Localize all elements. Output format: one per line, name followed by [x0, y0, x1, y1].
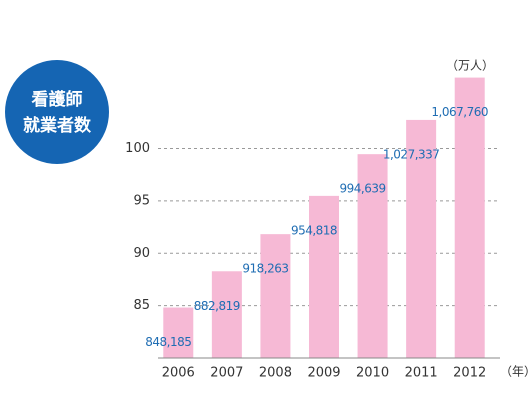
y-tick-label: 100: [125, 141, 150, 156]
chart-title: 看護師: [31, 89, 83, 110]
data-label: 848,185: [145, 335, 191, 349]
bar: [163, 307, 194, 358]
data-label: 1,067,760: [431, 105, 488, 119]
data-label: 954,818: [291, 223, 337, 237]
bar: [211, 271, 242, 358]
data-label: 882,819: [194, 299, 240, 313]
title-badge: [5, 60, 109, 164]
bar: [406, 119, 437, 358]
bar: [260, 234, 291, 358]
x-tick-label: 2012: [453, 366, 486, 381]
chart-title: 就業者数: [23, 115, 92, 136]
bar: [454, 77, 485, 359]
bar: [309, 195, 339, 358]
y-tick-label: 85: [133, 298, 150, 313]
data-label: 918,263: [242, 262, 288, 276]
x-tick-label: 2006: [162, 366, 195, 381]
y-unit: （万人）: [446, 59, 494, 73]
x-tick-label: 2008: [259, 366, 292, 381]
y-tick-label: 95: [133, 193, 150, 208]
data-label: 1,027,337: [383, 147, 440, 161]
x-tick-label: 2009: [307, 366, 340, 381]
x-tick-label: 2007: [210, 366, 243, 381]
x-tick-label: 2011: [405, 366, 438, 381]
data-label: 994,639: [340, 182, 386, 196]
x-unit: （年）: [500, 365, 528, 379]
x-tick-label: 2010: [356, 366, 389, 381]
bar: [357, 154, 388, 358]
y-tick-label: 90: [133, 246, 150, 261]
